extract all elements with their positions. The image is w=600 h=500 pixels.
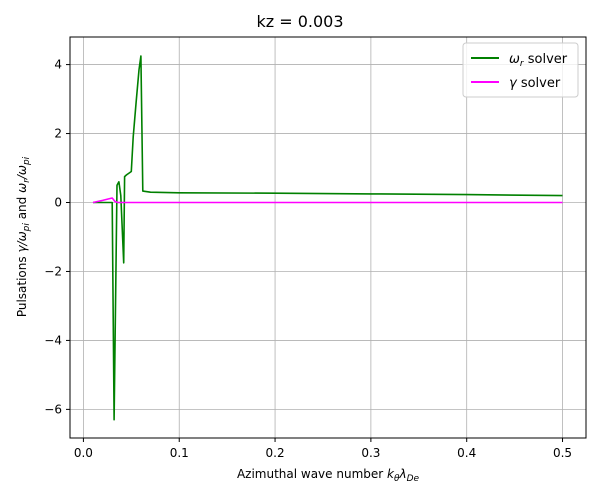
x-tick-label: 0.4 (457, 446, 476, 460)
legend-box (462, 42, 579, 98)
y-tick-label: −4 (44, 333, 62, 347)
y-tick-label: −2 (44, 264, 62, 278)
x-tick-label: 0.1 (170, 446, 189, 460)
omega-r-solver-line (93, 55, 563, 421)
x-tick-label: 0.0 (74, 446, 93, 460)
plot-area (70, 37, 586, 438)
y-axis-label: Pulsations γ/ωpi and ωr/ωpi (15, 156, 32, 317)
legend: ωr solver γ solver (462, 42, 579, 98)
axis-ticks: 0.0 0.1 0.2 0.3 0.4 0.5 −6 −4 −2 0 2 4 (44, 58, 572, 460)
plot-frame (69, 36, 587, 439)
series-layer (92, 55, 563, 421)
x-tick-label: 0.3 (361, 446, 380, 460)
y-tick-label: 0 (54, 196, 62, 210)
gamma-solver-line (92, 197, 563, 204)
y-tick-label: 2 (54, 127, 62, 141)
legend-label-omega: ωr solver (509, 52, 568, 69)
legend-label-gamma: γ solver (509, 76, 561, 91)
x-axis-label: Azimuthal wave number kθλDe (237, 467, 420, 484)
y-tick-label: −6 (44, 402, 62, 416)
y-tick-label: 4 (54, 58, 62, 72)
x-tick-label: 0.2 (266, 446, 285, 460)
x-tick-label: 0.5 (553, 446, 572, 460)
chart-title: kz = 0.003 (256, 12, 344, 31)
